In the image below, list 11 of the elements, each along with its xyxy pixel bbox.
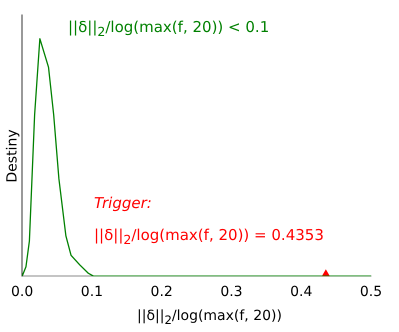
x-tick-label: 0.2: [150, 284, 173, 300]
x-axis-title: ||δ||$_{2}$/log(max(f, 20)): [136, 308, 283, 327]
x-tick-label: 0.3: [220, 284, 243, 300]
x-tick-label: 0.4: [290, 284, 312, 300]
x-tick-label: 0.0: [11, 284, 34, 300]
y-axis-title: Destiny: [4, 129, 21, 183]
annotation: ||δ||$_{2}$/log(max(f, 20)) = 0.4353: [94, 226, 324, 247]
x-tick-label: 0.5: [360, 284, 382, 300]
x-tick-label: 0.1: [80, 284, 104, 300]
annotation: ||δ||$_{2}$/log(max(f, 20)) < 0.1: [68, 18, 270, 39]
annotation: Trigger:: [94, 194, 152, 212]
